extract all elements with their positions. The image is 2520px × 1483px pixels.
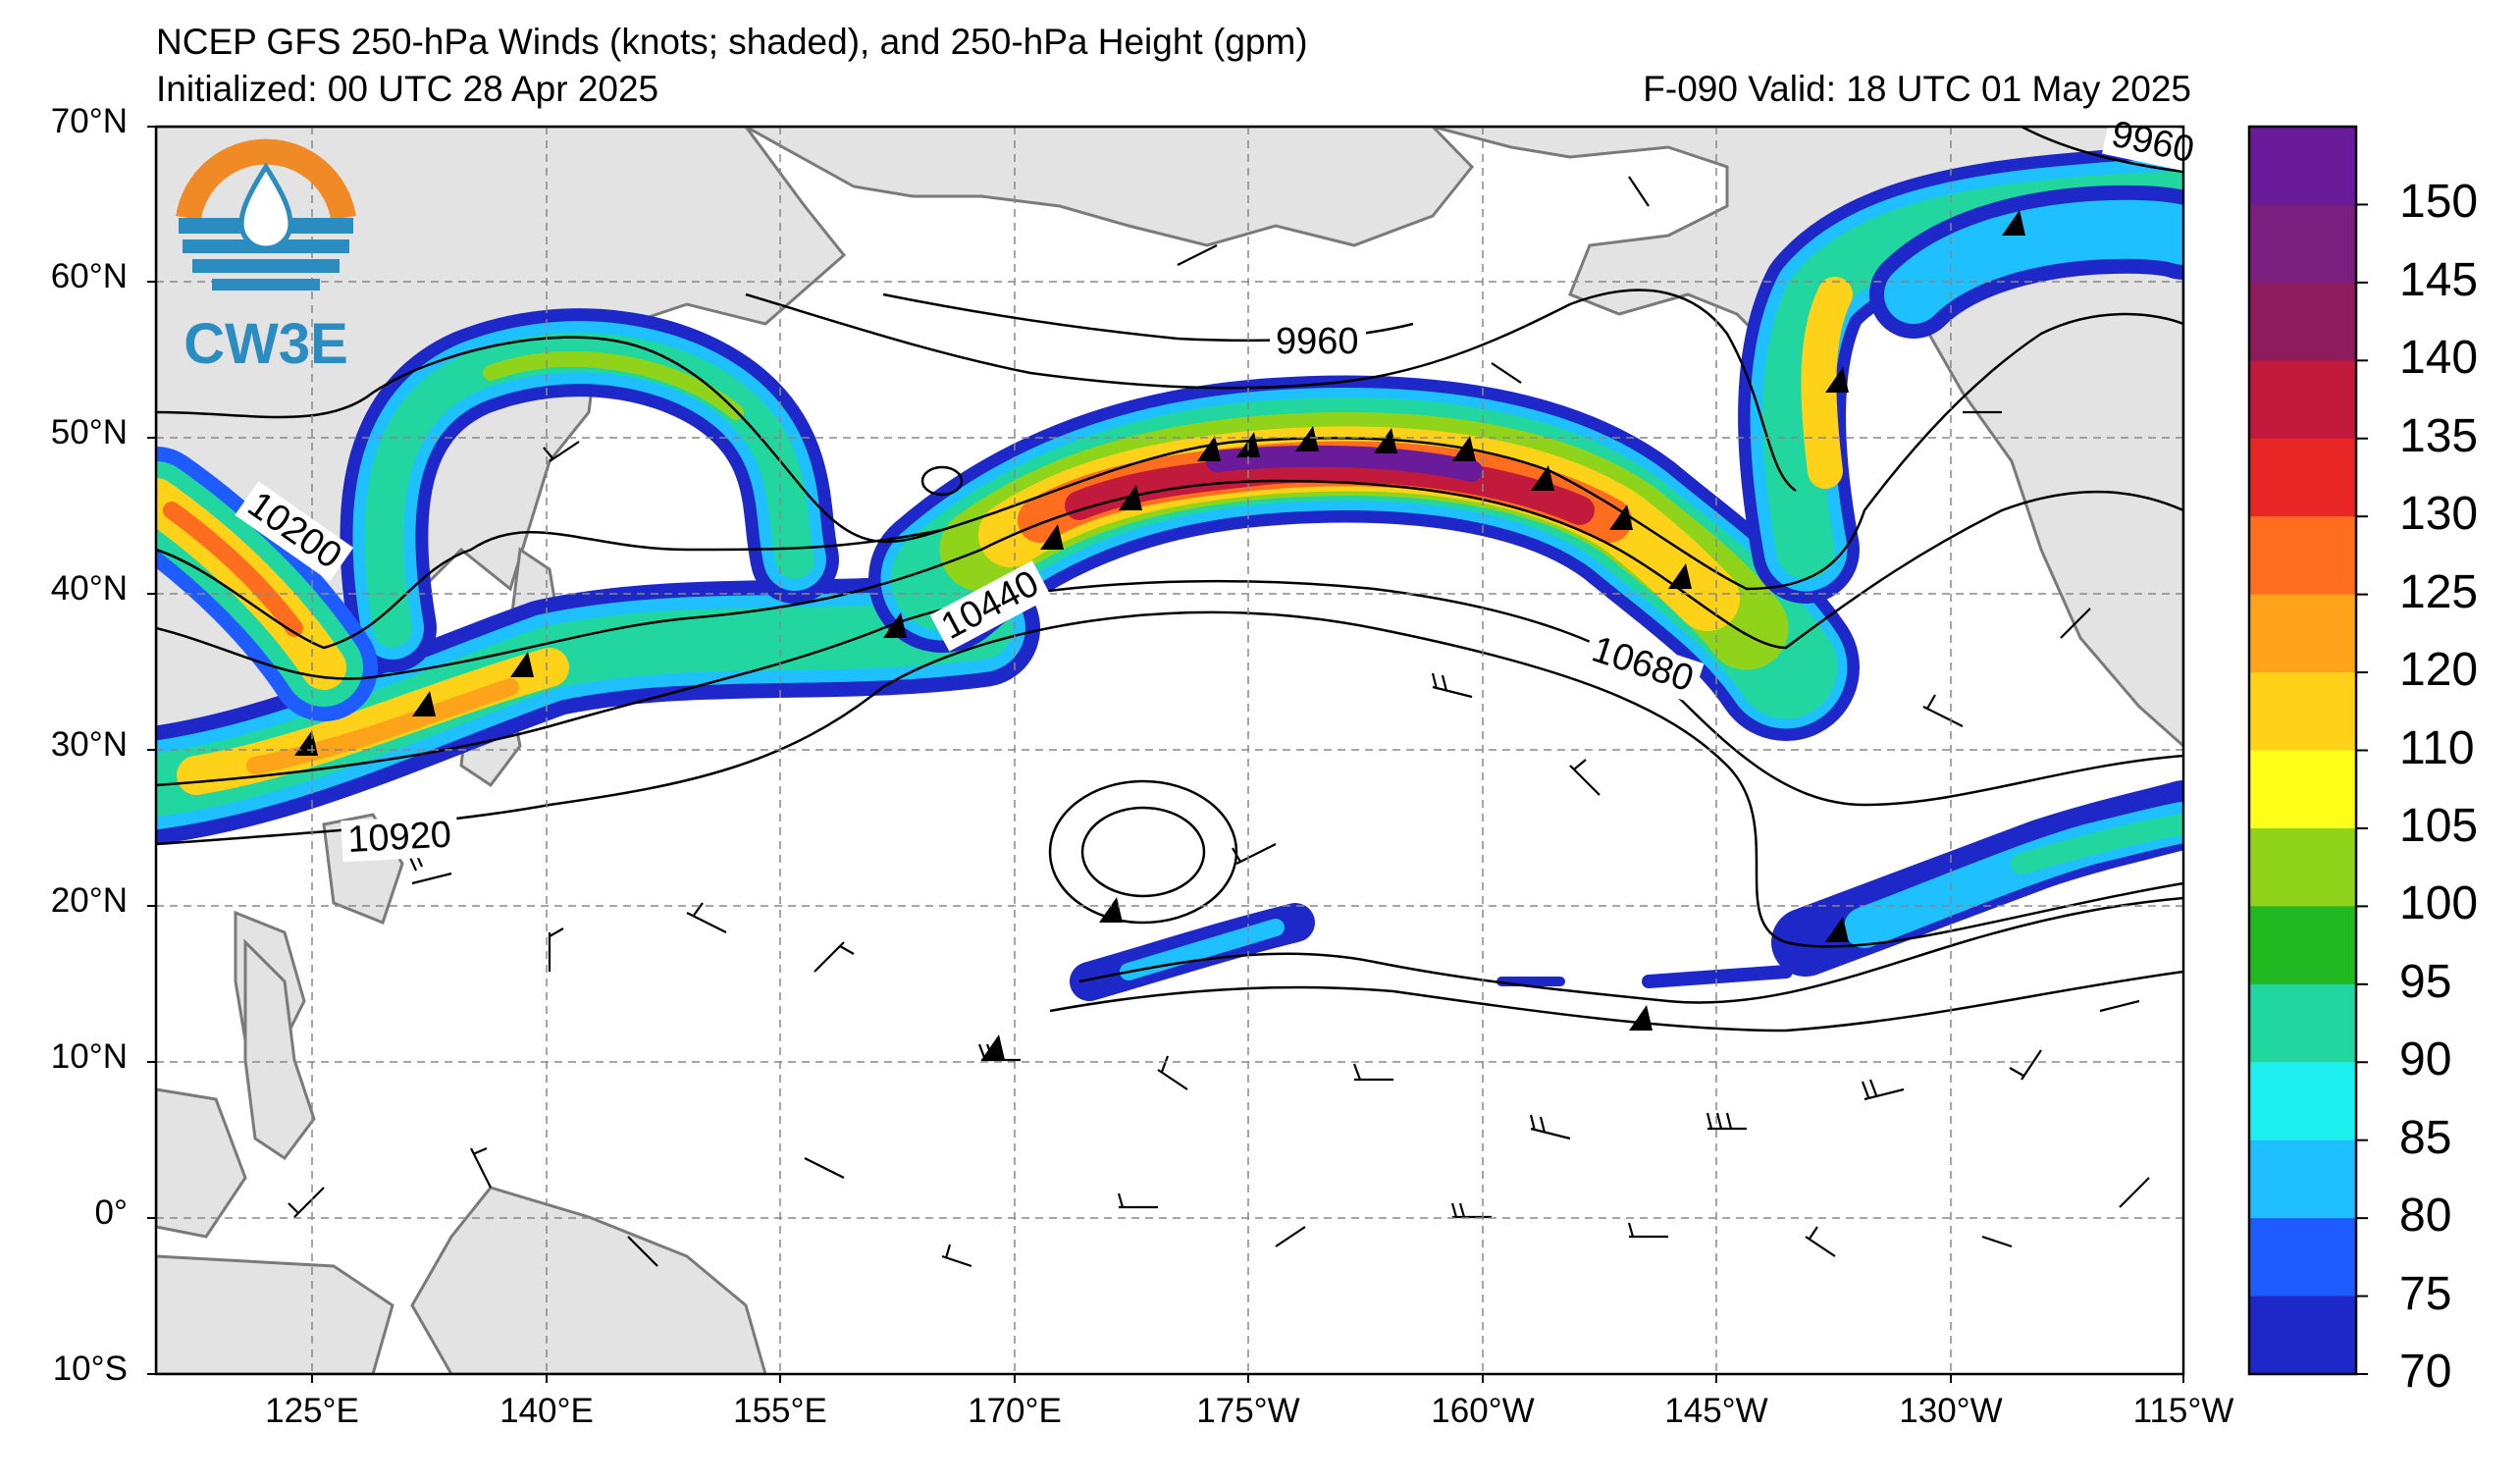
valid-time: F-090 Valid: 18 UTC 01 May 2025 bbox=[1643, 69, 2191, 109]
cw3e-logo: CW3E bbox=[176, 138, 356, 376]
lat-label-0: 0° bbox=[94, 1193, 128, 1232]
colorbar-segment bbox=[2249, 750, 2356, 829]
initialized-time: Initialized: 00 UTC 28 Apr 2025 bbox=[156, 69, 659, 109]
colorbar-segment bbox=[2249, 672, 2356, 751]
colorbar-segment bbox=[2249, 983, 2356, 1063]
lon-label-175w: 175°W bbox=[1196, 1392, 1300, 1430]
lat-label-20n: 20°N bbox=[50, 881, 128, 920]
wind-barbs bbox=[288, 176, 2150, 1268]
wind-shading bbox=[156, 147, 2183, 1001]
colorbar-segment bbox=[2249, 594, 2356, 673]
axis-ticks bbox=[147, 126, 2184, 1383]
colorbar-segment bbox=[2249, 204, 2356, 284]
colorbar-label: 75 bbox=[2399, 1267, 2452, 1320]
colorbar-label: 130 bbox=[2399, 488, 2479, 541]
colorbar-segment bbox=[2249, 906, 2356, 985]
chart-title: NCEP GFS 250-hPa Winds (knots; shaded), … bbox=[156, 22, 1308, 62]
colorbar-label: 125 bbox=[2399, 565, 2479, 618]
colorbar-segment bbox=[2249, 360, 2356, 440]
lon-label-145w: 145°W bbox=[1664, 1392, 1768, 1430]
colorbar-label: 90 bbox=[2399, 1033, 2452, 1086]
colorbar-segment bbox=[2249, 1296, 2356, 1375]
lat-label-10s: 10°S bbox=[52, 1350, 128, 1388]
graticule bbox=[156, 127, 2183, 1374]
lat-label-40n: 40°N bbox=[50, 569, 128, 608]
lat-label-50n: 50°N bbox=[50, 413, 128, 451]
colorbar-label: 70 bbox=[2399, 1346, 2452, 1398]
height-contours bbox=[156, 127, 2183, 1033]
wind-pennants bbox=[294, 210, 2025, 1060]
colorbar-label: 100 bbox=[2399, 877, 2479, 930]
lon-label-170e: 170°E bbox=[968, 1392, 1062, 1430]
lat-label-10n: 10°N bbox=[50, 1037, 128, 1076]
colorbar-segment bbox=[2249, 1139, 2356, 1219]
lon-label-155e: 155°E bbox=[733, 1392, 827, 1430]
colorbar-label: 110 bbox=[2399, 721, 2475, 774]
lon-label-115w: 115°W bbox=[2132, 1392, 2234, 1430]
colorbar-label: 95 bbox=[2399, 955, 2452, 1008]
colorbar-label: 140 bbox=[2399, 332, 2479, 385]
colorbar-segment bbox=[2249, 438, 2356, 517]
lat-label-30n: 30°N bbox=[50, 725, 128, 764]
colorbar-label: 120 bbox=[2399, 644, 2479, 697]
lon-label-140e: 140°E bbox=[499, 1392, 594, 1430]
colorbar-segment bbox=[2249, 827, 2356, 907]
colorbar-segment bbox=[2249, 1218, 2356, 1298]
logo-text: CW3E bbox=[184, 312, 348, 376]
colorbar-label: 145 bbox=[2399, 253, 2479, 306]
colorbar-label: 150 bbox=[2399, 176, 2479, 229]
drop-icon bbox=[238, 162, 293, 251]
lat-label-60n: 60°N bbox=[50, 257, 128, 295]
colorbar-segment bbox=[2249, 127, 2356, 205]
colorbar-segment bbox=[2249, 282, 2356, 361]
lon-label-160w: 160°W bbox=[1431, 1392, 1535, 1430]
lat-label-70n: 70°N bbox=[50, 102, 128, 140]
colorbar-segment bbox=[2249, 1062, 2356, 1141]
colorbar-label: 85 bbox=[2399, 1111, 2452, 1164]
contour-label-9960: 9960 bbox=[1276, 321, 1359, 362]
lon-label-125e: 125°E bbox=[265, 1392, 359, 1430]
colorbar-label: 80 bbox=[2399, 1190, 2452, 1243]
contour-label-10920: 10920 bbox=[346, 815, 452, 861]
colorbar bbox=[2249, 127, 2368, 1375]
colorbar-label: 135 bbox=[2399, 409, 2479, 462]
colorbar-label: 105 bbox=[2399, 799, 2479, 852]
colorbar-segment bbox=[2249, 516, 2356, 596]
lon-label-130w: 130°W bbox=[1899, 1392, 2003, 1430]
